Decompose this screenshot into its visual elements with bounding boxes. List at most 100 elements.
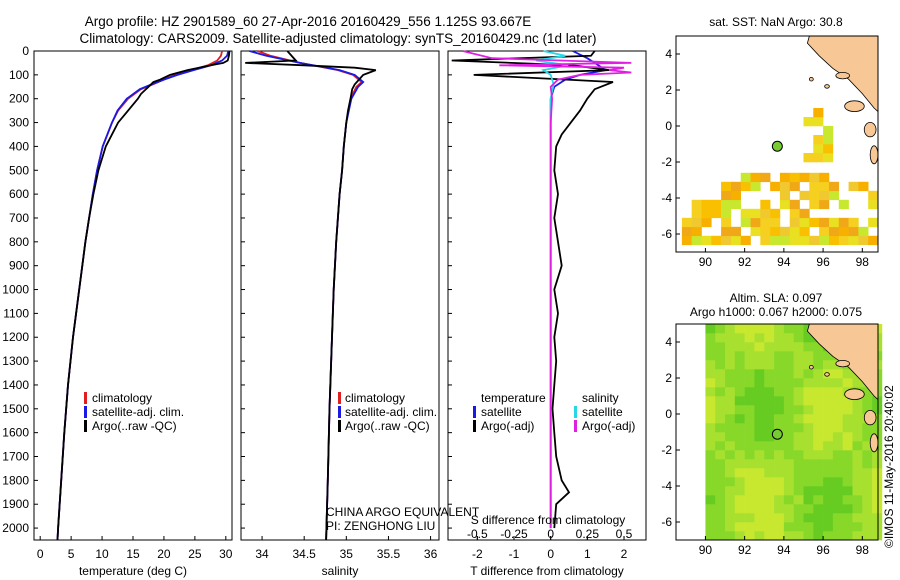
sst-cell xyxy=(721,208,732,219)
sla-cell xyxy=(725,441,736,451)
sst-cell xyxy=(730,190,742,201)
sla-cell xyxy=(744,468,755,478)
sla-cell xyxy=(793,477,804,487)
s-diff-xlabel: S difference from climatology xyxy=(471,513,626,527)
sla-cell xyxy=(783,333,794,343)
sla-cell xyxy=(783,414,794,424)
sla-cell xyxy=(813,522,824,532)
sla-cell xyxy=(774,522,785,532)
pi-institution: CHINA ARGO EQUIVALENT xyxy=(326,505,480,519)
sla-cell xyxy=(764,432,775,442)
sst-cell xyxy=(858,235,869,246)
sla-cell xyxy=(793,450,804,460)
sla-cell xyxy=(813,378,824,388)
sla-cell xyxy=(872,405,883,415)
legend-swatch-t-satellite xyxy=(473,406,476,418)
sla-cell xyxy=(793,342,804,352)
s-tick-label: 0.5 xyxy=(616,527,633,541)
sla-cell xyxy=(842,432,853,442)
sla-cell xyxy=(705,477,716,487)
temperature-legend: climatology satellite-adj. clim. Argo(..… xyxy=(84,391,184,433)
x-tick-label: 1 xyxy=(584,547,591,561)
sla-cell xyxy=(862,423,873,433)
sla-cell xyxy=(783,495,794,505)
sla-cell xyxy=(783,405,794,415)
island xyxy=(824,84,830,89)
sla-cell xyxy=(705,369,716,379)
x-tick-label: 0 xyxy=(37,547,44,561)
sla-cell xyxy=(715,414,726,424)
legend-swatch-climatology xyxy=(338,392,341,404)
sla-cell xyxy=(813,513,824,523)
sla-cell xyxy=(734,351,745,361)
sla-cell xyxy=(862,504,873,514)
x-tick-label: 35.5 xyxy=(377,547,401,561)
sla-cell xyxy=(813,450,824,460)
sla-cell xyxy=(725,504,736,514)
sla-cell xyxy=(764,459,775,469)
sst-cell xyxy=(691,199,702,210)
sla-cell xyxy=(793,504,804,514)
sst-cell xyxy=(740,172,751,183)
sla-cell xyxy=(715,504,726,514)
sla-cell xyxy=(774,459,785,469)
sla-cell xyxy=(764,495,775,505)
sla-cell xyxy=(783,342,794,352)
sst-cell xyxy=(770,208,781,219)
sst-cell xyxy=(721,226,732,237)
sla-cell xyxy=(705,504,716,514)
t-diff-xlabel: T difference from climatology xyxy=(470,564,624,578)
sla-cell xyxy=(793,414,804,424)
sla-cell xyxy=(832,459,843,469)
map-y-tick-label: 4 xyxy=(665,335,672,349)
sst-cell xyxy=(760,208,771,219)
map-y-tick-label: -6 xyxy=(661,227,672,241)
sla-cell xyxy=(764,342,775,352)
sla-cell xyxy=(764,531,775,541)
sla-cell xyxy=(793,369,804,379)
sla-cell xyxy=(803,342,814,352)
sla-cell xyxy=(813,414,824,424)
sst-cell xyxy=(823,135,834,145)
sst-cell xyxy=(809,190,820,201)
island xyxy=(869,145,879,165)
sst-cell xyxy=(711,208,722,219)
sst-cell xyxy=(838,235,849,246)
sla-cell xyxy=(832,486,843,496)
sla-cell xyxy=(803,423,814,433)
sla-cell xyxy=(734,495,745,505)
sla-cell xyxy=(754,441,765,451)
sst-cell xyxy=(730,199,742,210)
sst-cell xyxy=(750,208,761,219)
sla-cell xyxy=(715,459,726,469)
sst-cell xyxy=(770,235,781,246)
sla-cell xyxy=(872,495,883,505)
sst-cell xyxy=(760,199,771,210)
sla-cell xyxy=(744,522,755,532)
sla-cell xyxy=(744,495,755,505)
sla-cell xyxy=(734,333,745,343)
x-tick-label: 25 xyxy=(188,547,202,561)
pi-name: PI: ZENGHONG LIU xyxy=(326,519,435,533)
sst-cell xyxy=(711,199,722,210)
map-y-tick-label: -6 xyxy=(661,515,672,529)
sla-cell xyxy=(754,414,765,424)
sla-cell xyxy=(744,432,755,442)
x-tick-label: 30 xyxy=(219,547,233,561)
sst-cell xyxy=(691,208,702,219)
series-line xyxy=(462,50,632,529)
sla-cell xyxy=(774,531,785,541)
sla-cell xyxy=(754,477,765,487)
legend-label-s-argo: Argo(-adj) xyxy=(582,419,635,433)
island xyxy=(869,433,879,453)
sla-cell xyxy=(744,486,755,496)
sla-cell xyxy=(734,486,745,496)
sla-cell xyxy=(803,369,814,379)
sla-cell xyxy=(725,414,736,424)
sla-cell xyxy=(764,450,775,460)
sla-cell xyxy=(725,324,736,334)
legend-title-salinity: salinity xyxy=(582,391,619,405)
sla-cell xyxy=(823,423,834,433)
sla-cell xyxy=(823,522,834,532)
sla-cell xyxy=(744,513,755,523)
